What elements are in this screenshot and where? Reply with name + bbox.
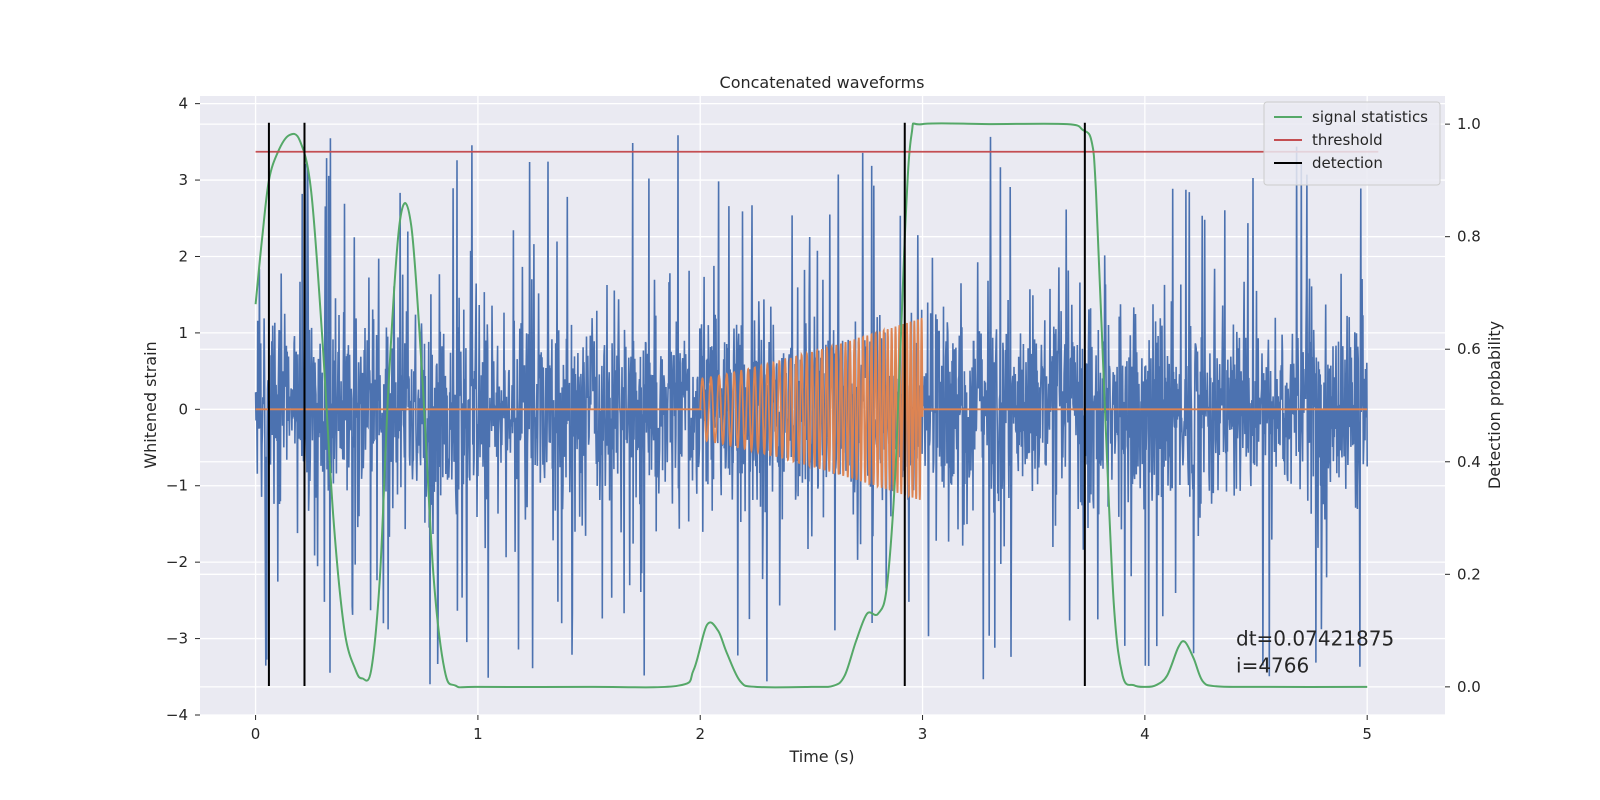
legend-label: signal statistics bbox=[1312, 108, 1428, 126]
y2-tick-label: 0.8 bbox=[1457, 228, 1481, 246]
ticks-layer: 0 1 2 3 4 5 −4 −3 −2 −1 0 1 2 3 4 0.0 0.2 0.4 0.6 0.8 1.0 bbox=[166, 95, 1481, 743]
series-signal-statistics-line bbox=[254, 122, 1368, 689]
legend-label: detection bbox=[1312, 154, 1383, 172]
y-tick-label: −2 bbox=[166, 553, 188, 571]
annotations: dt=0.07421875 i=4766 bbox=[1236, 627, 1394, 678]
legend: signal statistics threshold detection bbox=[1263, 101, 1441, 186]
y-tick-label: 3 bbox=[178, 171, 188, 189]
x-tick-label: 0 bbox=[251, 725, 261, 743]
x-tick-label: 4 bbox=[1140, 725, 1150, 743]
y2-tick-label: 0.0 bbox=[1457, 678, 1481, 696]
legend-label: threshold bbox=[1312, 131, 1383, 149]
y-tick-label: −3 bbox=[166, 630, 188, 648]
x-tick-label: 3 bbox=[918, 725, 928, 743]
series-noise-line bbox=[254, 135, 1368, 685]
y-tick-label: 1 bbox=[178, 324, 188, 342]
chart-title: Concatenated waveforms bbox=[720, 73, 925, 92]
y-tick-label: −4 bbox=[166, 706, 188, 724]
y2-tick-label: 0.6 bbox=[1457, 340, 1481, 358]
x-tick-label: 2 bbox=[695, 725, 705, 743]
y2-tick-label: 1.0 bbox=[1457, 115, 1481, 133]
y2-tick-label: 0.2 bbox=[1457, 565, 1481, 583]
y-axis-label: Whitened strain bbox=[141, 341, 160, 468]
annotation-text: dt=0.07421875 bbox=[1236, 627, 1394, 651]
y2-tick-label: 0.4 bbox=[1457, 453, 1481, 471]
legend-box bbox=[1263, 101, 1441, 186]
y-tick-label: 0 bbox=[178, 400, 188, 418]
y2-axis-label: Detection probability bbox=[1485, 321, 1504, 489]
y-tick-label: −1 bbox=[166, 477, 188, 495]
series-layer bbox=[254, 122, 1379, 689]
x-tick-label: 5 bbox=[1362, 725, 1372, 743]
y-tick-label: 2 bbox=[178, 247, 188, 265]
x-tick-label: 1 bbox=[473, 725, 483, 743]
y-tick-label: 4 bbox=[178, 95, 188, 113]
annotation-text: i=4766 bbox=[1236, 653, 1309, 677]
x-axis-label: Time (s) bbox=[788, 747, 854, 766]
series-chirp-line bbox=[255, 317, 1368, 500]
